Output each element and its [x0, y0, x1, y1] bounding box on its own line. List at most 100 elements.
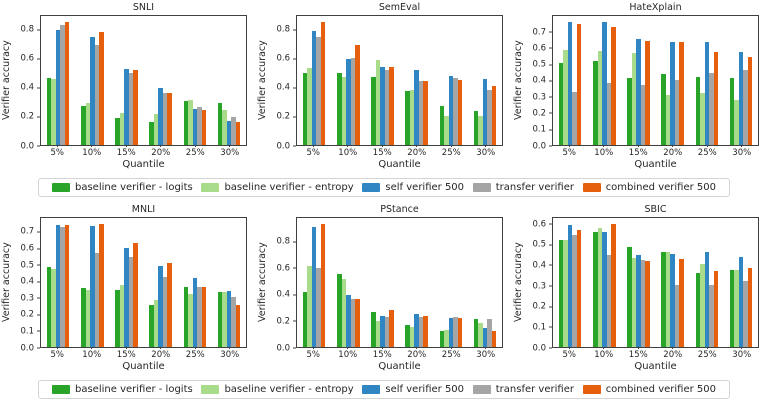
bar-group [178, 16, 212, 145]
bar [384, 316, 390, 347]
legend-swatch [582, 385, 601, 394]
y-tick-label: 0.4 [20, 82, 34, 93]
bar [734, 100, 739, 145]
bar [695, 272, 701, 347]
bar [665, 251, 671, 347]
legend-label: baseline verifier - entropy [224, 182, 354, 193]
chart-title: HateXplain [629, 2, 682, 13]
y-tick-mark [293, 87, 296, 89]
bar-group [212, 218, 246, 347]
y-tick-label: 0.4 [20, 276, 34, 287]
bar [409, 89, 415, 145]
x-tick-label: 15% [365, 146, 400, 158]
bar [235, 122, 241, 145]
y-tick-label: 0.1 [532, 322, 546, 333]
x-tick-label: 5% [552, 146, 587, 158]
y-tick-mark [549, 96, 552, 98]
bar-group [724, 218, 758, 347]
y-tick-label: 0.2 [532, 108, 546, 119]
legend-label: combined verifier 500 [605, 182, 716, 193]
bar [384, 70, 390, 145]
bar [473, 318, 479, 347]
bar [64, 224, 70, 347]
bar [183, 287, 189, 347]
bar [350, 57, 355, 145]
bar-group [656, 218, 690, 347]
x-tick-label: 5% [296, 146, 331, 158]
x-axis-label: Quantile [122, 361, 165, 372]
bar [444, 329, 449, 347]
legend-swatch [201, 385, 220, 394]
bar [747, 267, 753, 347]
bar [709, 285, 714, 347]
bar [713, 270, 719, 347]
x-tick-label: 20% [400, 146, 435, 158]
x-tick-label: 5% [296, 348, 331, 360]
y-tick-label: 0.6 [276, 262, 290, 273]
legend-item: self verifier 500 [362, 182, 464, 193]
x-tick-label: 30% [725, 348, 760, 360]
bar [487, 89, 492, 145]
bar [558, 240, 564, 347]
bar [46, 267, 52, 347]
bar [316, 36, 321, 145]
bar [302, 292, 308, 347]
y-tick-mark [37, 330, 40, 332]
bar [567, 225, 573, 347]
bar [217, 103, 223, 145]
y-tick-mark [549, 31, 552, 33]
bar [149, 304, 154, 347]
bar [355, 44, 360, 145]
x-tick-label: 10% [331, 146, 366, 158]
y-tick-mark [37, 248, 40, 250]
y-tick-label: 0.4 [276, 289, 290, 300]
y-tick-label: 0.2 [20, 111, 34, 122]
bar [389, 310, 394, 347]
x-tick-label: 25% [434, 348, 469, 360]
bar [482, 328, 488, 347]
x-tick-label: 20% [144, 348, 179, 360]
bar [371, 76, 376, 145]
bar-group [400, 218, 434, 347]
y-tick-label: 0.0 [20, 342, 34, 353]
bar [563, 50, 568, 145]
bar-group [690, 218, 724, 347]
y-tick-mark [549, 80, 552, 82]
y-tick-label: 0.5 [532, 239, 546, 250]
bar-group [41, 16, 75, 145]
bar [81, 106, 86, 145]
legend-label: baseline verifier - logits [75, 182, 193, 193]
y-axis-label: Verifier accuracy [257, 40, 268, 121]
x-tick-label: 30% [213, 348, 248, 360]
bar [636, 39, 641, 145]
bar-group [656, 16, 690, 145]
legend-item: transfer verifier [472, 182, 574, 193]
bar [380, 66, 385, 145]
bar [478, 323, 483, 347]
bar [423, 80, 428, 145]
bar [201, 109, 207, 145]
bar [636, 254, 641, 347]
legend-swatch [472, 183, 491, 192]
y-tick-label: 0.0 [20, 140, 34, 151]
bar [593, 232, 598, 347]
bar [115, 118, 120, 145]
bar [124, 248, 129, 347]
y-axis-ticks: 0.0 0.2 0.4 0.6 0.8 [13, 15, 40, 150]
y-tick-label: 0.8 [276, 24, 290, 35]
bar [158, 87, 163, 145]
y-tick-label: 0.6 [20, 243, 34, 254]
bar [487, 318, 492, 347]
bar [119, 113, 125, 145]
bar [738, 256, 744, 347]
x-tick-label: 30% [469, 348, 504, 360]
x-tick-label: 15% [109, 348, 144, 360]
y-tick-label: 0.6 [532, 218, 546, 229]
bar [81, 288, 86, 347]
y-tick-label: 0.3 [20, 293, 34, 304]
y-tick-label: 0.0 [532, 140, 546, 151]
bar-group [587, 16, 621, 145]
chart-title: MNLI [131, 204, 156, 215]
bar [51, 269, 56, 347]
bar [115, 289, 120, 347]
